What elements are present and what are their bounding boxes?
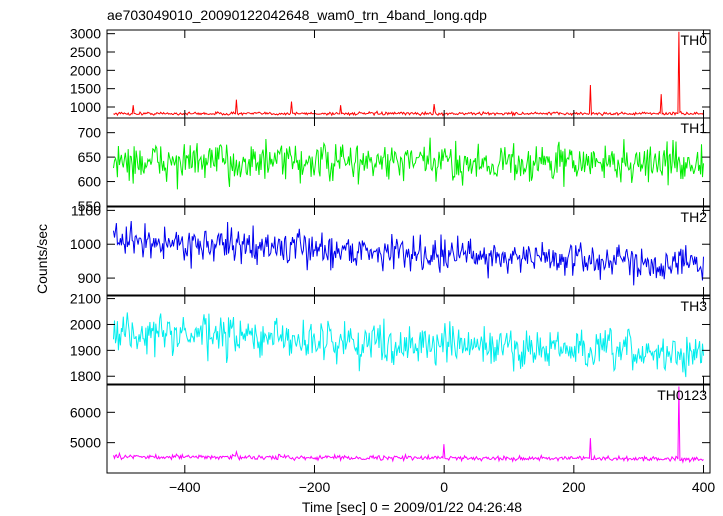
chart-title: ae703049010_20090122042648_wam0_trn_4ban… — [107, 7, 487, 23]
series-line-th0123 — [113, 386, 704, 464]
y-tick-label: 650 — [78, 149, 102, 165]
x-tick-label: 200 — [562, 479, 586, 495]
x-tick-label: 400 — [692, 479, 716, 495]
y-tick-label: 2100 — [70, 291, 101, 307]
y-tick-label: 900 — [78, 270, 102, 286]
y-tick-label: 600 — [78, 174, 102, 190]
panel-frame-th3 — [106, 295, 711, 385]
y-tick-label: 1000 — [70, 236, 101, 252]
series-line-th2 — [113, 220, 704, 286]
y-tick-label: 1800 — [70, 368, 101, 384]
panel-label-th0: TH0 — [681, 32, 708, 48]
series-line-th1 — [113, 137, 704, 190]
y-tick-label: 5000 — [70, 435, 101, 451]
y-tick-label: 1500 — [70, 81, 101, 97]
y-tick-label: 2000 — [70, 316, 101, 332]
x-tick-label: −200 — [299, 479, 331, 495]
panel-frame-th0 — [106, 29, 711, 119]
x-axis-label: Time [sec] 0 = 2009/01/22 04:26:48 — [302, 499, 522, 515]
y-tick-label: 2000 — [70, 62, 101, 78]
panel-label-th3: TH3 — [681, 298, 708, 314]
y-tick-label: 2500 — [70, 44, 101, 60]
panel-label-th0123: TH0123 — [657, 387, 707, 403]
series-line-th0 — [113, 31, 704, 117]
y-tick-label: 6000 — [70, 404, 101, 420]
y-axis-label: Counts/sec — [34, 224, 50, 294]
y-tick-label: 550 — [78, 198, 102, 214]
panel-frame-th1 — [106, 117, 711, 207]
x-tick-label: −400 — [169, 479, 201, 495]
x-tick-label: 0 — [440, 479, 448, 495]
panel-label-th1: TH1 — [681, 120, 708, 136]
panel-frame-th2 — [106, 206, 711, 296]
y-tick-label: 700 — [78, 125, 102, 141]
panel-label-th2: TH2 — [681, 209, 708, 225]
y-tick-label: 3000 — [70, 26, 101, 42]
y-tick-label: 1000 — [70, 99, 101, 115]
panel-frame-th0123 — [106, 384, 711, 474]
series-line-th3 — [113, 312, 704, 378]
y-tick-label: 1900 — [70, 342, 101, 358]
y-tick-label: 1100 — [71, 202, 101, 218]
